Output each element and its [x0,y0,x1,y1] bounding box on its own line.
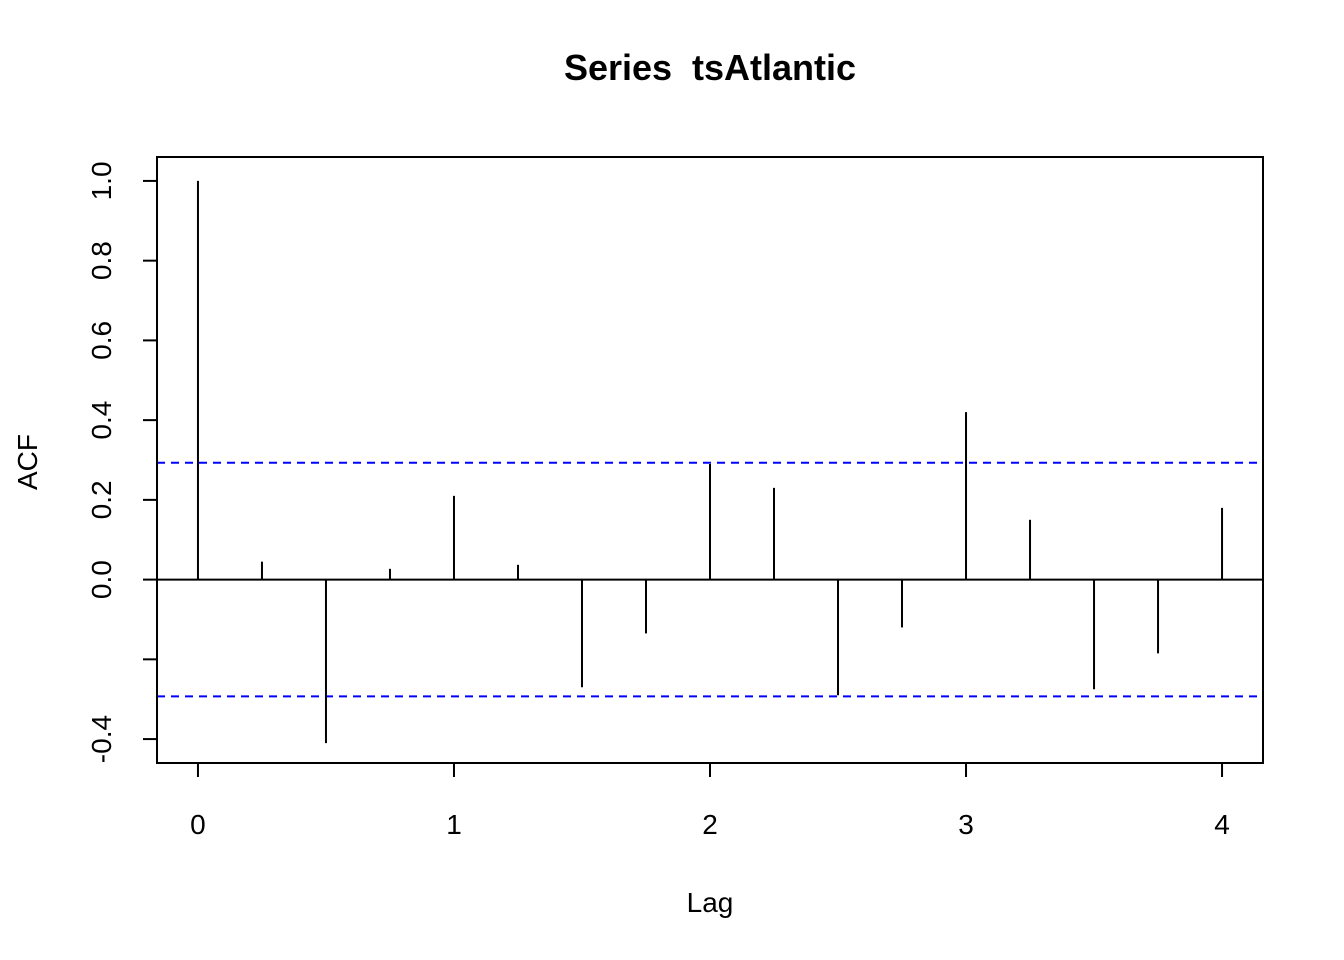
x-tick-label: 0 [190,809,206,840]
y-axis-label: ACF [12,434,43,490]
x-tick-label: 1 [446,809,462,840]
plot-area [157,180,1263,744]
x-axis: 0 1 2 3 4 [190,762,1230,840]
y-tick-label: 0.4 [86,401,117,440]
plot-frame [156,156,1264,764]
chart-title: Series tsAtlantic [564,47,856,88]
y-tick-label: -0.4 [86,715,117,763]
y-tick-label: 0.2 [86,480,117,519]
y-tick-label: 0.0 [86,560,117,599]
x-tick-label: 3 [958,809,974,840]
x-tick-label: 4 [1214,809,1230,840]
x-axis-label: Lag [687,887,734,918]
y-tick-label: 0.8 [86,241,117,280]
y-tick-label: 0.6 [86,321,117,360]
y-tick-label: 1.0 [86,161,117,200]
y-axis: -0.4 0.0 0.2 0.4 0.6 0.8 1.0 [86,161,158,763]
x-tick-label: 2 [702,809,718,840]
